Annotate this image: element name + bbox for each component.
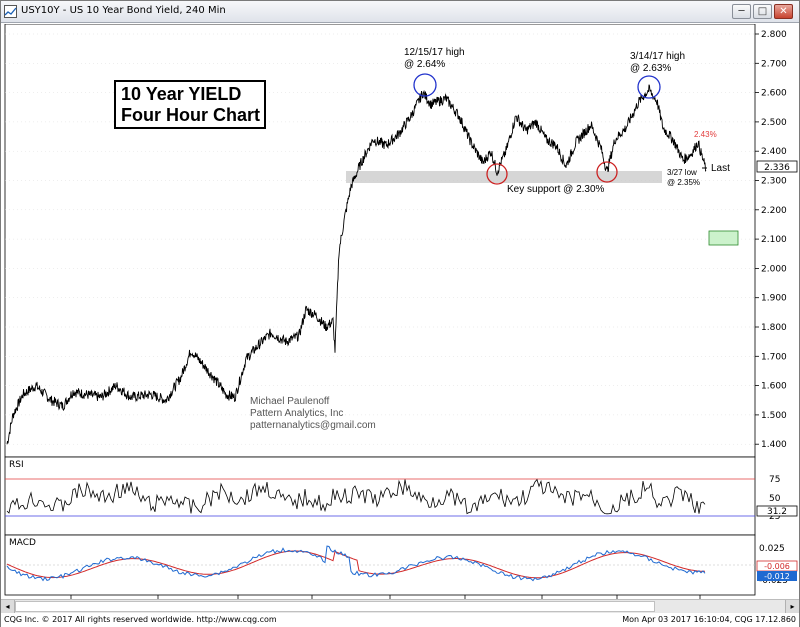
chart-title-line1: 10 Year YIELD <box>121 84 242 104</box>
scroll-left-arrow-icon[interactable]: ◂ <box>1 600 15 613</box>
high-circle-mar <box>637 75 661 99</box>
rsi-tick-label: 75 <box>769 475 780 485</box>
rsi-last-value: 31.2 <box>767 507 787 517</box>
annotation-high2-line2: @ 2.63% <box>630 63 672 74</box>
price-tick-label: 2.300 <box>761 177 787 187</box>
annotation-high1-line1: 12/15/17 high <box>404 47 465 58</box>
price-tick-label: 2.700 <box>761 59 787 69</box>
scroll-thumb[interactable] <box>15 601 655 612</box>
support-band <box>346 171 662 183</box>
rsi-tick-label: 25 <box>769 512 780 522</box>
low-circle-jan <box>486 163 508 185</box>
price-tick-label: 2.200 <box>761 206 787 216</box>
chart-canvas[interactable]: 2.800 2.700 2.600 2.500 2.400 2.300 2.200 2.100… <box>1 24 799 599</box>
annotation-high1-line2: @ 2.64% <box>404 59 446 70</box>
price-tick-label: 1.400 <box>761 440 787 450</box>
annotation-high2-line1: 3/14/17 high <box>630 51 686 62</box>
annotation-support: Key support @ 2.30% <box>507 184 605 195</box>
price-tick-label: 2.500 <box>761 118 787 128</box>
annotation-last: Last <box>711 163 730 174</box>
annotation-low-line2: @ 2.35% <box>667 178 701 187</box>
rsi-tick-label: 50 <box>769 494 781 504</box>
maximize-button[interactable]: □ <box>753 4 772 19</box>
price-axis: 2.800 2.700 2.600 2.500 2.400 2.300 2.200 2.100… <box>755 30 787 450</box>
status-footer: CQG Inc. © 2017 All rights reserved worl… <box>1 614 799 627</box>
price-tick-label: 2.400 <box>761 147 787 157</box>
price-tick-label: 1.800 <box>761 323 787 333</box>
minimize-button[interactable]: ─ <box>732 4 751 19</box>
high-circle-dec <box>413 73 437 97</box>
macd-line <box>6 545 706 582</box>
price-tick-label: 2.600 <box>761 89 787 99</box>
macd-tick-top: 0.025 <box>759 544 785 554</box>
price-tick-label: 1.600 <box>761 382 787 392</box>
last-value-box <box>756 160 798 173</box>
rsi-series-line <box>6 478 706 515</box>
last-value-label: 2.336 <box>764 163 790 173</box>
green-marker-box <box>708 230 739 246</box>
macd-value2: -0.012 <box>764 572 790 581</box>
watermark-company: Pattern Analytics, Inc <box>250 408 344 419</box>
time-axis: Aug 16SepOctNovDecJan 17FebMarApr <box>70 595 701 599</box>
price-tick-label: 2.100 <box>761 235 787 245</box>
annotation-low-line1: 3/27 low <box>667 168 697 177</box>
price-tick-label: 2.000 <box>761 264 787 274</box>
close-button[interactable]: ✕ <box>774 4 793 19</box>
app-icon <box>4 5 17 18</box>
watermark-name: Michael Paulenoff <box>250 396 330 407</box>
watermark-email: patternanalytics@gmail.com <box>250 420 376 431</box>
annotation-recent-high: 2.43% <box>694 130 717 139</box>
horizontal-scrollbar[interactable]: ◂ ▸ <box>1 599 799 613</box>
price-tick-label: 1.700 <box>761 352 787 362</box>
price-series-line <box>6 84 707 445</box>
scroll-right-arrow-icon[interactable]: ▸ <box>785 600 799 613</box>
price-tick-label: 1.900 <box>761 294 787 304</box>
window-title: USY10Y - US 10 Year Bond Yield, 240 Min <box>21 5 226 16</box>
footer-timestamp: Mon Apr 03 2017 16:10:04, CQG 17.12.860 <box>622 615 796 624</box>
footer-copyright: CQG Inc. © 2017 All rights reserved worl… <box>4 615 277 624</box>
macd-value1: -0.006 <box>764 562 790 571</box>
rsi-axis: 75 50 25 <box>769 475 781 522</box>
low-circle-mar <box>596 161 618 183</box>
chart-title-box: 10 Year YIELD Four Hour Chart <box>114 80 266 129</box>
rsi-label: RSI <box>9 460 24 470</box>
price-tick-label: 2.800 <box>761 30 787 40</box>
macd-label: MACD <box>9 538 36 548</box>
rsi-last-box <box>756 505 798 517</box>
title-bar[interactable]: USY10Y - US 10 Year Bond Yield, 240 Min … <box>1 1 799 23</box>
chart-title-line2: Four Hour Chart <box>121 105 260 125</box>
macd-value2-box <box>757 571 797 581</box>
price-tick-label: 1.500 <box>761 411 787 421</box>
